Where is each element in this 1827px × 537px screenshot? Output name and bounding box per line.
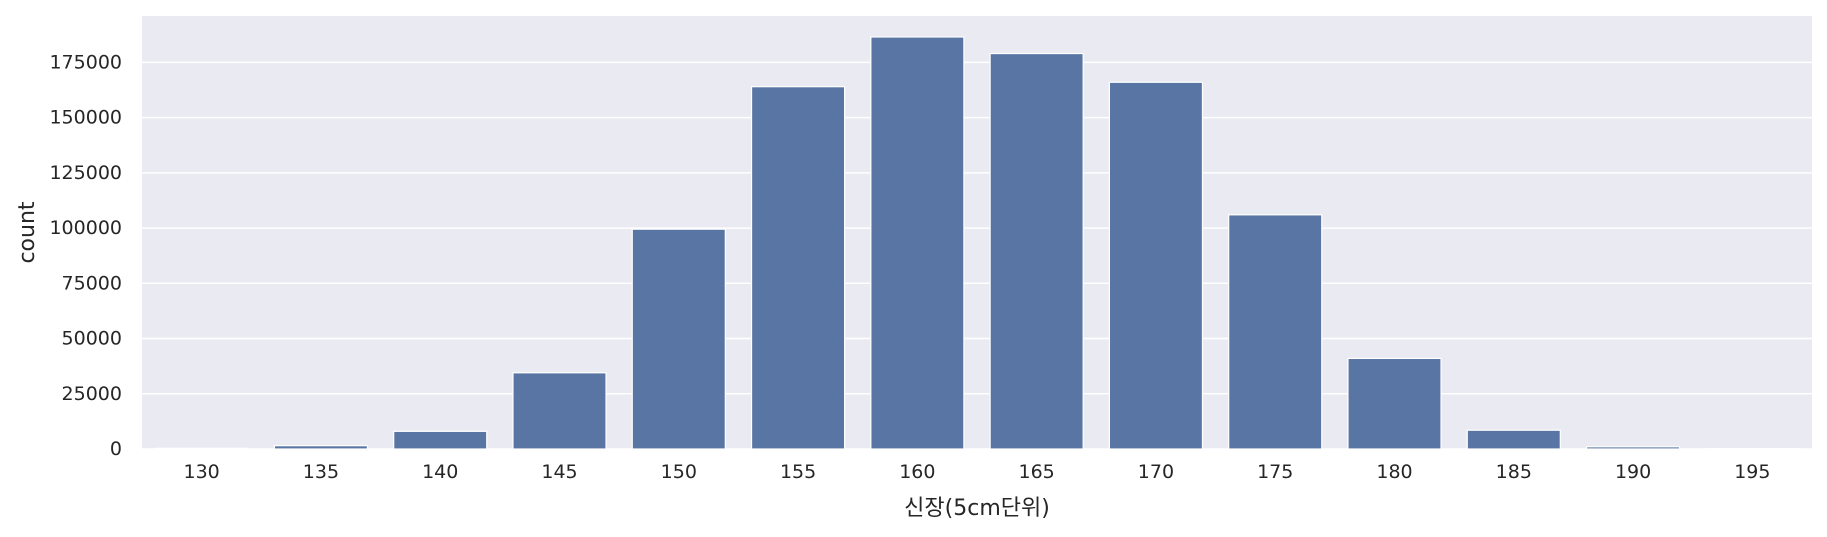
y-axis-label: count: [15, 201, 40, 263]
x-tick-label: 145: [541, 461, 577, 483]
y-tick-label: 125000: [49, 162, 122, 184]
bar: [750, 86, 846, 450]
bar: [1108, 81, 1204, 450]
grid-lines: [142, 61, 1812, 450]
x-tick-label: 180: [1376, 461, 1412, 483]
x-axis-label: 신장(5cm단위): [904, 496, 1050, 521]
plot-area: [142, 16, 1812, 449]
bar: [273, 445, 369, 450]
bar: [870, 36, 965, 450]
y-tick-label: 100000: [49, 217, 122, 239]
y-tick-label: 25000: [62, 383, 122, 405]
x-tick-label: 165: [1019, 461, 1055, 483]
x-tick-label: 190: [1615, 461, 1651, 483]
bars: [154, 36, 1800, 450]
x-tick-label: 140: [422, 461, 458, 483]
x-tick-label: 130: [184, 461, 220, 483]
y-axis-ticks: 0 25000 50000 75000 100000 125000 150000 175000: [49, 51, 122, 460]
bar: [154, 447, 249, 450]
x-tick-label: 155: [780, 461, 816, 483]
y-tick-label: 175000: [49, 51, 122, 73]
bar: [1347, 357, 1442, 450]
x-tick-label: 150: [661, 461, 697, 483]
y-tick-label: 75000: [62, 272, 122, 294]
x-tick-label: 170: [1138, 461, 1174, 483]
x-tick-label: 160: [899, 461, 935, 483]
x-tick-label: 185: [1496, 461, 1532, 483]
bar: [989, 52, 1084, 450]
bar: [631, 228, 726, 450]
bar: [512, 372, 607, 450]
x-axis-ticks: 130 135 140 145 150 155 160 165 170 175 180 185 190 1…: [184, 461, 1771, 483]
y-tick-label: 50000: [62, 328, 122, 350]
y-tick-label: 150000: [49, 107, 122, 129]
bar: [1585, 446, 1681, 450]
x-tick-label: 195: [1734, 461, 1770, 483]
bar: [1228, 214, 1323, 450]
bar: [393, 430, 488, 450]
x-tick-label: 175: [1257, 461, 1293, 483]
y-tick-label: 0: [110, 438, 122, 460]
bar: [1466, 429, 1561, 450]
x-tick-label: 135: [303, 461, 339, 483]
